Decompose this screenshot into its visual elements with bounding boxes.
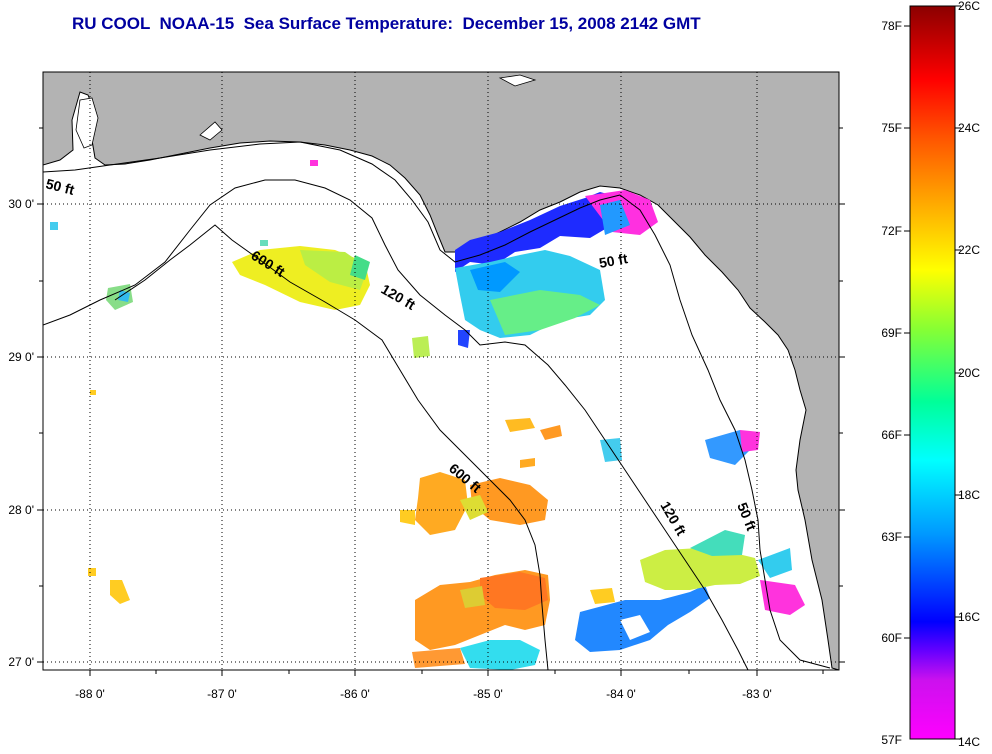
colorbar-label-c: 18C [958, 488, 980, 502]
map-frame [42, 71, 840, 671]
colorbar-label-c: 20C [958, 366, 980, 380]
contour-50ft [43, 141, 831, 669]
colorbar [909, 5, 956, 740]
lat-tick-label: 27 0' [8, 655, 34, 669]
colorbar-label-f: 69F [881, 326, 902, 340]
colorbar-label-f: 75F [881, 121, 902, 135]
lon-tick-label: -87 0' [207, 687, 237, 701]
depth-contours [43, 141, 831, 670]
land-mass [43, 72, 839, 670]
colorbar-label-c: 22C [958, 243, 980, 257]
map-title: RU COOL NOAA-15 Sea Surface Temperature:… [72, 14, 701, 33]
colorbar-label-f: 66F [881, 428, 902, 442]
colorbar-ticks [904, 5, 961, 740]
colorbar-label-f: 60F [881, 631, 902, 645]
colorbar-label-f: 78F [881, 19, 902, 33]
contour-label-50ft-west: 50 ft [44, 175, 76, 198]
colorbar-label-c: 16C [958, 610, 980, 624]
lon-tick-label: -86 0' [340, 687, 370, 701]
colorbar-label-f: 57F [881, 733, 902, 747]
colorbar-label-f: 63F [881, 530, 902, 544]
lon-tick-label: -85 0' [473, 687, 503, 701]
lon-tick-label: -84 0' [606, 687, 636, 701]
lat-tick-label: 28 0' [8, 503, 34, 517]
colorbar-label-c: 14C [958, 735, 980, 749]
colorbar-label-c: 24C [958, 121, 980, 135]
contour-600ft [114, 224, 549, 670]
lat-tick-label: 30 0' [8, 197, 34, 211]
colorbar-label-c: 26C [958, 0, 980, 13]
lon-tick-label: -88 0' [75, 687, 105, 701]
lat-lon-grid [43, 72, 839, 670]
lon-tick-label: -83 0' [742, 687, 772, 701]
contour-120ft [43, 179, 749, 670]
colorbar-label-f: 72F [881, 224, 902, 238]
lat-tick-label: 29 0' [8, 350, 34, 364]
axis-tick-marks [37, 127, 845, 676]
contour-label-50ft-east: 50 ft [598, 250, 629, 271]
